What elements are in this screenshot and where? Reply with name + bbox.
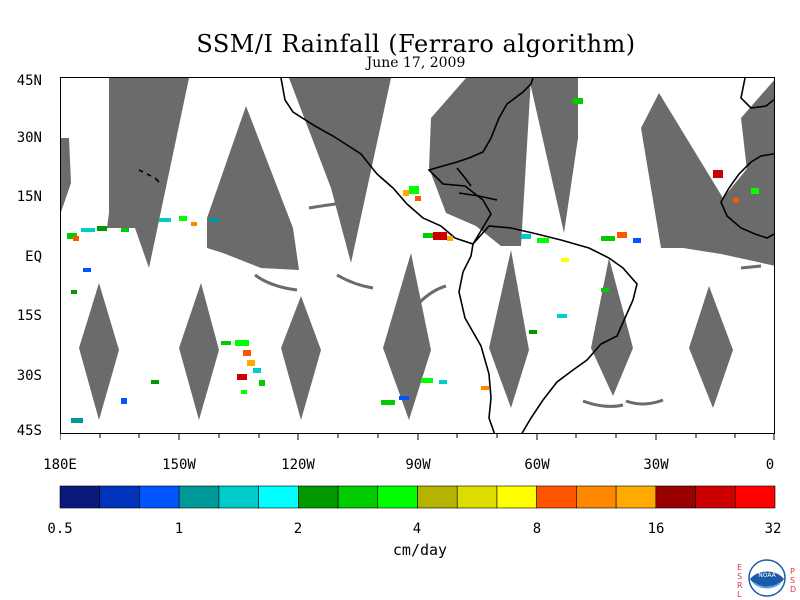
rainfall-pixels xyxy=(67,98,759,423)
colorbar-label: 2 xyxy=(293,521,303,537)
map-canvas xyxy=(61,78,774,433)
colorbar-label: 32 xyxy=(764,521,782,537)
logo-emblem-text: NOAA xyxy=(758,572,776,579)
colorbar-swatch xyxy=(496,485,537,509)
lon-label: 180E xyxy=(43,457,77,473)
colorbar-label: 1 xyxy=(174,521,184,537)
lon-label: 60W xyxy=(524,457,550,473)
colorbar-units: cm/day xyxy=(392,541,448,559)
colorbar-swatch xyxy=(99,485,140,509)
lat-label: 45S xyxy=(16,423,42,439)
colorbar-swatch xyxy=(576,485,617,509)
lat-label: 30S xyxy=(16,368,42,384)
map-date: June 17, 2009 xyxy=(366,55,466,71)
colorbar-label: 8 xyxy=(532,521,542,537)
colorbar-swatch xyxy=(456,485,498,509)
lat-label: EQ xyxy=(25,249,42,265)
lon-ticks xyxy=(60,434,775,440)
lon-label: 120W xyxy=(281,457,315,473)
lon-label: 30W xyxy=(643,457,669,473)
colorbar-swatch xyxy=(734,485,776,509)
lon-label: 0 xyxy=(765,457,775,473)
colorbar xyxy=(59,485,776,509)
colorbar-swatch xyxy=(258,485,299,509)
coastlines xyxy=(138,78,774,433)
colorbar-swatch xyxy=(59,485,101,509)
colorbar-swatch xyxy=(377,485,418,509)
noaa-emblem-icon: NOAA xyxy=(748,559,786,597)
colorbar-label: 4 xyxy=(412,521,422,537)
colorbar-swatch xyxy=(298,485,339,509)
colorbar-swatch xyxy=(695,485,736,509)
lat-label: 30N xyxy=(16,130,42,146)
lat-label: 45N xyxy=(16,73,42,89)
colorbar-label: 0.5 xyxy=(47,521,73,537)
swath-arcs xyxy=(254,201,762,408)
colorbar-swatch xyxy=(536,485,577,509)
lon-label: 90W xyxy=(405,457,431,473)
lon-label: 150W xyxy=(162,457,196,473)
colorbar-swatch xyxy=(139,485,180,509)
colorbar-swatch xyxy=(218,485,259,509)
colorbar-swatch xyxy=(178,485,220,509)
colorbar-swatch xyxy=(655,485,696,509)
lat-label: 15S xyxy=(16,308,42,324)
colorbar-swatch xyxy=(417,485,458,509)
lat-label: 15N xyxy=(16,189,42,205)
map-title: SSM/I Rainfall (Ferraro algorithm) xyxy=(196,30,636,58)
colorbar-swatch xyxy=(615,485,657,509)
colorbar-swatch xyxy=(337,485,379,509)
rainfall-map xyxy=(60,77,775,434)
no-data-swaths xyxy=(61,78,774,420)
colorbar-label: 16 xyxy=(647,521,665,537)
